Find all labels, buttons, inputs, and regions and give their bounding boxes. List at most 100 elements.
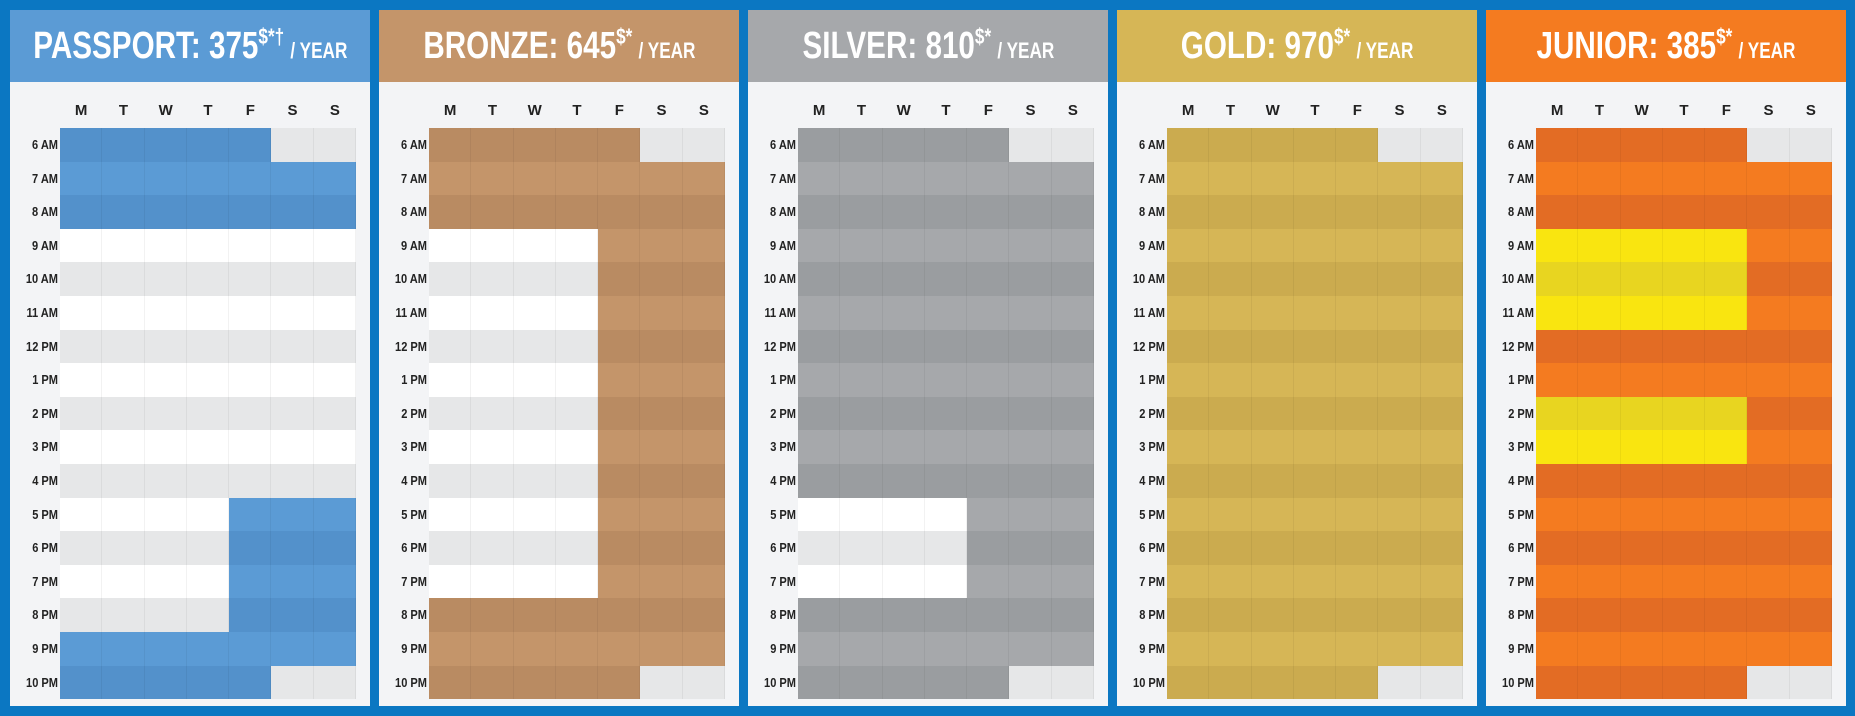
- price-mark: $*: [615, 23, 632, 49]
- schedule-cell: [471, 161, 514, 196]
- schedule-cell: [429, 329, 472, 364]
- schedule-cell: [1009, 497, 1052, 532]
- hour-label: 2 PM: [32, 405, 58, 421]
- schedule-cell: [882, 531, 925, 565]
- schedule-cell: [1662, 128, 1706, 162]
- day-label: F: [1721, 102, 1731, 119]
- schedule-cell: [682, 430, 725, 464]
- schedule-cell: [102, 329, 145, 364]
- schedule-cell: [144, 396, 187, 431]
- schedule-cell: [60, 396, 103, 431]
- schedule-cell: [1747, 665, 1790, 700]
- schedule-cell: [1747, 161, 1790, 196]
- schedule-cell: [1209, 128, 1252, 162]
- schedule-cell: [313, 598, 356, 632]
- schedule-cell: [429, 464, 472, 498]
- schedule-cell: [1167, 228, 1210, 263]
- schedule-cell: [1578, 128, 1621, 162]
- schedule-cell: [1747, 128, 1790, 162]
- schedule-cell: [555, 262, 599, 296]
- hour-label: 8 PM: [770, 607, 796, 623]
- hour-label: 5 PM: [1508, 506, 1534, 522]
- schedule-cell: [1420, 396, 1463, 431]
- schedule-cell: [471, 262, 514, 296]
- schedule-cell: [1705, 329, 1748, 364]
- schedule-cell: [60, 363, 103, 397]
- schedule-cell: [1251, 296, 1294, 330]
- schedule-cell: [429, 296, 472, 330]
- day-label: F: [245, 102, 255, 119]
- hour-label: 6 PM: [401, 540, 427, 556]
- schedule-cell: [555, 531, 599, 565]
- day-label: S: [1805, 102, 1816, 119]
- schedule-cell: [1167, 464, 1210, 498]
- schedule-cell: [271, 329, 314, 364]
- hour-label: 12 PM: [26, 338, 58, 354]
- schedule-cell: [1336, 396, 1379, 431]
- schedule-cell: [1051, 396, 1094, 431]
- schedule-cell: [1209, 195, 1252, 229]
- schedule-cell: [598, 665, 641, 700]
- schedule-cell: [1620, 161, 1663, 196]
- schedule-cell: [1336, 598, 1379, 632]
- hour-label: 10 AM: [394, 271, 427, 287]
- schedule-cell: [1378, 296, 1421, 330]
- day-label: S: [656, 102, 667, 119]
- day-label: F: [614, 102, 624, 119]
- hour-label: 8 PM: [1508, 607, 1534, 623]
- hour-label: 7 AM: [1508, 170, 1534, 186]
- schedule-cell: [1051, 632, 1094, 666]
- schedule-cell: [1251, 329, 1294, 364]
- schedule-cell: [1747, 228, 1790, 263]
- schedule-cell: [1378, 195, 1421, 229]
- schedule-cell: [1420, 430, 1463, 464]
- schedule-cell: [1378, 598, 1421, 632]
- schedule-cell: [1705, 363, 1748, 397]
- schedule-cell: [513, 161, 556, 196]
- schedule-cell: [924, 128, 968, 162]
- schedule-cell: [1051, 464, 1094, 498]
- schedule-cell: [513, 464, 556, 498]
- schedule-cell: [60, 296, 103, 330]
- schedule-cell: [1705, 195, 1748, 229]
- schedule-cell: [967, 161, 1010, 196]
- plan-header: BRONZE: 645 $* / YEAR: [379, 10, 739, 82]
- schedule-cell: [555, 128, 599, 162]
- schedule-cell: [1789, 598, 1832, 632]
- schedule-cell: [1789, 497, 1832, 532]
- schedule-cell: [186, 195, 230, 229]
- schedule-cell: [144, 430, 187, 464]
- schedule-cell: [682, 464, 725, 498]
- schedule-cell: [313, 396, 356, 431]
- schedule-cell: [798, 632, 841, 666]
- schedule-cell: [229, 531, 272, 565]
- schedule-cell: [144, 464, 187, 498]
- schedule-cell: [1578, 464, 1621, 498]
- schedule-cell: [144, 296, 187, 330]
- schedule-cell: [1378, 363, 1421, 397]
- day-label: S: [329, 102, 340, 119]
- schedule-cell: [882, 598, 925, 632]
- schedule-cell: [967, 329, 1010, 364]
- schedule-cell: [1620, 430, 1663, 464]
- schedule-cell: [682, 564, 725, 599]
- schedule-cell: [1747, 296, 1790, 330]
- hour-label: 4 PM: [401, 473, 427, 488]
- schedule-cell: [1789, 430, 1832, 464]
- schedule-cell: [1251, 228, 1294, 263]
- hour-label: 10 PM: [764, 674, 796, 690]
- schedule-cell: [513, 632, 556, 666]
- schedule-cell: [1536, 598, 1579, 632]
- schedule-cell: [102, 464, 145, 498]
- schedule-cell: [1051, 195, 1094, 229]
- schedule-cell: [1251, 262, 1294, 296]
- schedule-cell: [1420, 296, 1463, 330]
- schedule-cell: [1378, 329, 1421, 364]
- schedule-cell: [1167, 128, 1210, 162]
- schedule-cell: [513, 598, 556, 632]
- schedule-cell: [1747, 363, 1790, 397]
- schedule-cell: [1662, 161, 1706, 196]
- hour-label: 7 PM: [32, 573, 58, 589]
- schedule-cell: [513, 363, 556, 397]
- schedule-cell: [1293, 632, 1337, 666]
